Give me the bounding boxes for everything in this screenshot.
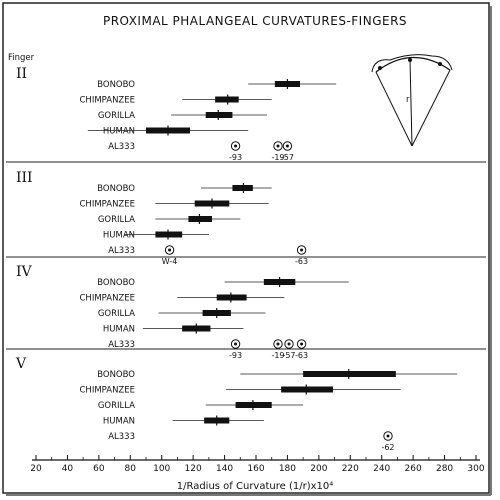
group-label: GORILLA bbox=[98, 215, 135, 225]
group-label: HUMAN bbox=[103, 417, 135, 427]
group-label: HUMAN bbox=[103, 325, 135, 335]
finger-panels: II BONOBO CHIMPANZEE GORILLA HUMAN AL333 -93 -1… bbox=[6, 66, 486, 452]
finger-label: V bbox=[15, 356, 27, 372]
al333-marker-dot bbox=[234, 342, 238, 346]
inset-radius-left bbox=[375, 71, 413, 147]
x-tick-label: 280 bbox=[436, 464, 453, 474]
group-label: GORILLA bbox=[98, 401, 135, 411]
range-box bbox=[281, 386, 333, 393]
al333-label: AL333 bbox=[108, 246, 135, 256]
x-tick-label: 300 bbox=[467, 464, 484, 474]
range-box bbox=[188, 216, 212, 222]
x-tick-label: 60 bbox=[93, 464, 105, 474]
group-label: BONOBO bbox=[97, 80, 135, 90]
al333-marker-label: -63 bbox=[295, 257, 308, 266]
x-tick-label: 220 bbox=[342, 464, 359, 474]
x-tick-label: 120 bbox=[185, 464, 202, 474]
group-label: HUMAN bbox=[103, 127, 135, 137]
group-label: CHIMPANZEE bbox=[80, 386, 136, 396]
group-label: CHIMPANZEE bbox=[80, 96, 136, 106]
x-tick-label: 20 bbox=[30, 464, 42, 474]
al333-marker-dot bbox=[234, 144, 238, 148]
chart-title: PROXIMAL PHALANGEAL CURVATURES-FINGERS bbox=[103, 14, 407, 28]
group-label: GORILLA bbox=[98, 111, 135, 121]
panel-iii: III BONOBO CHIMPANZEE GORILLA HUMAN AL333 W-4 -… bbox=[16, 170, 308, 266]
x-tick-label: 260 bbox=[405, 464, 422, 474]
curvature-inset-diagram: r bbox=[371, 54, 453, 147]
al333-marker-label: -93 bbox=[229, 153, 242, 162]
finger-label: III bbox=[16, 170, 33, 186]
al333-marker-label: -57 bbox=[281, 153, 294, 162]
al333-marker-label: -19 bbox=[271, 153, 284, 162]
al333-label: AL333 bbox=[108, 432, 135, 442]
al333-marker-dot bbox=[168, 248, 172, 252]
al333-marker-dot bbox=[276, 342, 280, 346]
al333-label: AL333 bbox=[108, 340, 135, 350]
al333-marker-dot bbox=[285, 144, 289, 148]
panel-v: V BONOBO CHIMPANZEE GORILLA HUMAN AL333 -62 bbox=[15, 356, 458, 452]
group-label: CHIMPANZEE bbox=[80, 200, 136, 210]
al333-marker-label: -93 bbox=[229, 351, 242, 360]
panel-iv: IV BONOBO CHIMPANZEE GORILLA HUMAN AL333 -93 -1… bbox=[16, 264, 349, 360]
range-box bbox=[235, 402, 272, 408]
x-axis-label: 1/Radius of Curvature (1/r)x10⁴ bbox=[177, 481, 334, 492]
x-tick-label: 80 bbox=[125, 464, 137, 474]
al333-marker-label: -57 bbox=[282, 351, 295, 360]
x-axis: 20 40 60 80 100 120 140 160 180 200 220 240 260 280 30… bbox=[30, 455, 485, 474]
inset-radius-center bbox=[409, 59, 413, 147]
group-label: BONOBO bbox=[97, 370, 135, 380]
al333-marker-dot bbox=[386, 434, 390, 438]
range-box bbox=[205, 112, 233, 118]
x-tick-label: 160 bbox=[247, 464, 264, 474]
finger-label: IV bbox=[16, 264, 33, 280]
group-label: BONOBO bbox=[97, 184, 135, 194]
inset-radius-right bbox=[411, 69, 451, 147]
x-tick-label: 140 bbox=[216, 464, 233, 474]
x-tick-label: 240 bbox=[373, 464, 390, 474]
inset-bone-outline bbox=[371, 54, 453, 73]
figure-border bbox=[2, 2, 490, 494]
inset-point-top bbox=[408, 58, 412, 62]
al333-marker-label: -19 bbox=[271, 351, 284, 360]
group-label: GORILLA bbox=[98, 309, 135, 319]
range-box bbox=[155, 231, 183, 238]
al333-marker-dot bbox=[276, 144, 280, 148]
al333-marker-label: W-4 bbox=[162, 257, 178, 266]
range-box bbox=[215, 96, 239, 103]
inset-arc bbox=[375, 56, 451, 73]
range-box bbox=[303, 371, 396, 377]
y-header: Finger bbox=[8, 53, 35, 63]
al333-label: AL333 bbox=[108, 142, 135, 152]
x-tick-label: 100 bbox=[153, 464, 170, 474]
group-label: HUMAN bbox=[103, 231, 135, 241]
x-tick-label: 180 bbox=[279, 464, 296, 474]
finger-label: II bbox=[16, 66, 27, 82]
range-box bbox=[216, 294, 247, 301]
group-label: BONOBO bbox=[97, 278, 135, 288]
al333-marker-dot bbox=[287, 342, 291, 346]
inset-radius-label: r bbox=[406, 95, 410, 105]
al333-marker-dot bbox=[300, 342, 304, 346]
al333-marker-label: -62 bbox=[381, 443, 394, 452]
group-label: CHIMPANZEE bbox=[80, 294, 136, 304]
al333-marker-dot bbox=[300, 248, 304, 252]
x-tick-label: 40 bbox=[62, 464, 74, 474]
panel-ii: II BONOBO CHIMPANZEE GORILLA HUMAN AL333 -93 -1… bbox=[16, 66, 337, 162]
al333-marker-label: -63 bbox=[295, 351, 308, 360]
inset-point-right bbox=[438, 62, 442, 66]
range-box bbox=[232, 185, 253, 191]
x-tick-label: 200 bbox=[310, 464, 327, 474]
inset-point-left bbox=[378, 66, 382, 70]
